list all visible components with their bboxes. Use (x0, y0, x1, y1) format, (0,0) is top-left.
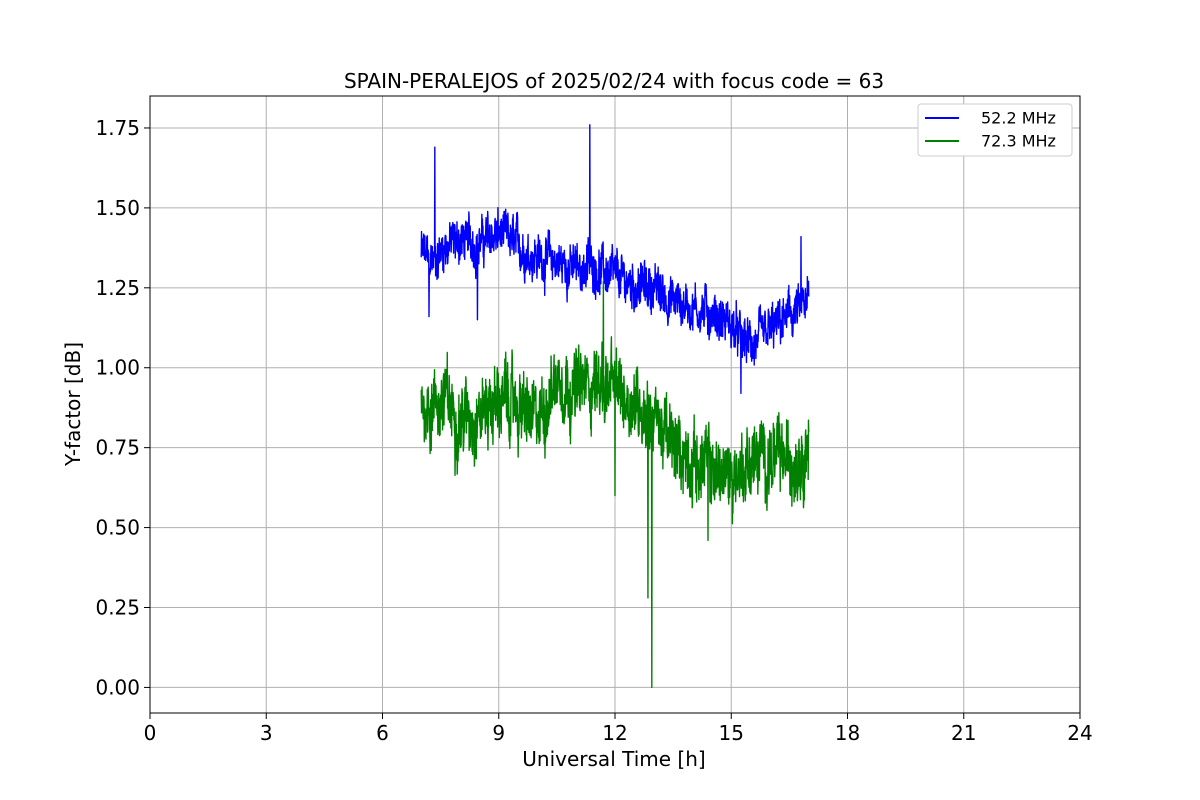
y-tick-label: 1.50 (95, 196, 140, 220)
y-tick-label: 1.75 (95, 116, 140, 140)
y-tick-label: 1.25 (95, 276, 140, 300)
y-tick-label: 1.00 (95, 356, 140, 380)
legend-label-52mhz: 52.2 MHz (981, 109, 1056, 128)
x-tick-label: 15 (719, 721, 744, 745)
x-tick-label: 21 (951, 721, 976, 745)
x-tick-label: 3 (260, 721, 273, 745)
x-tick-label: 18 (835, 721, 860, 745)
y-tick-label: 0.75 (95, 436, 140, 460)
legend: 52.2 MHz 72.3 MHz (917, 103, 1073, 157)
x-tick-label: 9 (492, 721, 505, 745)
series-layer (420, 124, 810, 689)
axis-ticks: 0 3 6 9 12 15 18 21 24 0.00 0.25 0.50 0.75 1.00 1.25 1.… (95, 116, 1092, 745)
y-axis-title: Y-factor [dB] (61, 342, 85, 467)
y-tick-label: 0.50 (95, 516, 140, 540)
x-tick-label: 6 (376, 721, 389, 745)
x-tick-label: 12 (602, 721, 627, 745)
y-tick-label: 0.25 (95, 596, 140, 620)
series-line-1 (420, 280, 810, 689)
x-tick-label: 0 (144, 721, 157, 745)
series-line-0 (420, 124, 810, 395)
chart-title: SPAIN-PERALEJOS of 2025/02/24 with focus… (344, 69, 884, 93)
y-tick-label: 0.00 (95, 675, 140, 699)
x-axis-title: Universal Time [h] (522, 747, 705, 771)
legend-label-72mhz: 72.3 MHz (981, 132, 1056, 151)
x-tick-label: 24 (1067, 721, 1092, 745)
